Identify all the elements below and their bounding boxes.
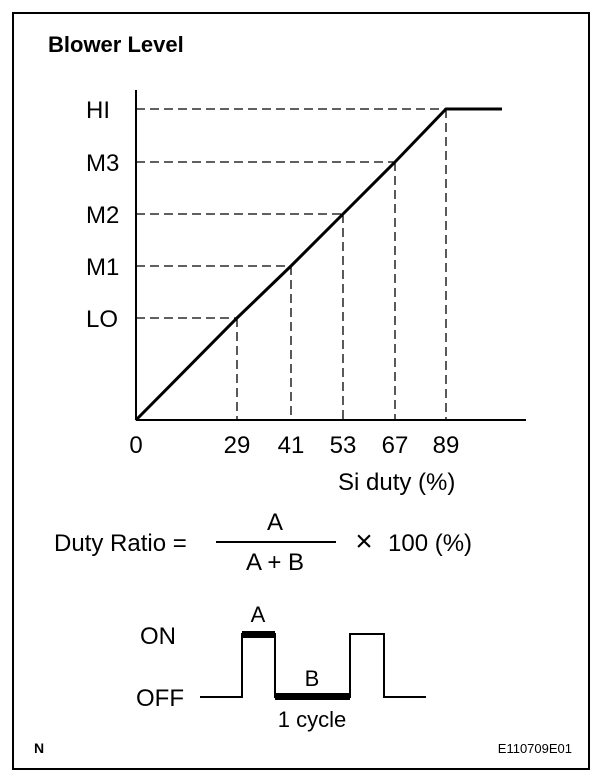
multiply-symbol: × [355, 525, 373, 558]
x-tick-label-67: 67 [382, 432, 409, 459]
formula-lhs: Duty Ratio = [54, 530, 187, 557]
x-tick-label-53: 53 [330, 432, 357, 459]
x-tick-label-89: 89 [433, 432, 460, 459]
y-level-label-hi: HI [86, 97, 110, 124]
on-label: ON [140, 623, 176, 650]
y-level-label-m2: M2 [86, 202, 119, 229]
a-segment-marker [242, 631, 275, 638]
footer-right: E110709E01 [498, 741, 572, 756]
x-tick-label-0: 0 [129, 432, 142, 459]
data-point-0 [135, 419, 137, 421]
footer-left: N [34, 740, 44, 756]
y-level-label-m3: M3 [86, 150, 119, 177]
a-label: A [251, 602, 266, 627]
data-point-67 [394, 161, 396, 163]
b-label: B [305, 666, 320, 691]
formula-numerator: A [267, 509, 283, 536]
y-level-label-m1: M1 [86, 254, 119, 281]
y-level-labels: LO M1 M2 M3 HI [86, 97, 119, 333]
data-point-41 [290, 265, 292, 267]
blower-series [134, 107, 502, 422]
data-point-29 [236, 317, 238, 319]
blower-level-line [134, 107, 502, 422]
figure-title: Blower Level [48, 32, 184, 57]
figure-frame [12, 12, 590, 770]
x-tick-label-41: 41 [278, 432, 305, 459]
guide-lines [136, 108, 447, 420]
off-label: OFF [136, 685, 184, 712]
formula-denominator: A + B [246, 549, 304, 576]
cycle-label: 1 cycle [278, 707, 346, 732]
x-axis-label: Si duty (%) [338, 469, 455, 496]
data-point-89 [445, 108, 447, 110]
b-segment-marker [275, 693, 350, 700]
x-tick-labels: 0 29 41 53 67 89 [129, 432, 459, 459]
x-tick-label-29: 29 [224, 432, 251, 459]
formula-rhs: 100 (%) [388, 530, 472, 557]
y-level-label-lo: LO [86, 306, 118, 333]
data-point-53 [342, 213, 344, 215]
